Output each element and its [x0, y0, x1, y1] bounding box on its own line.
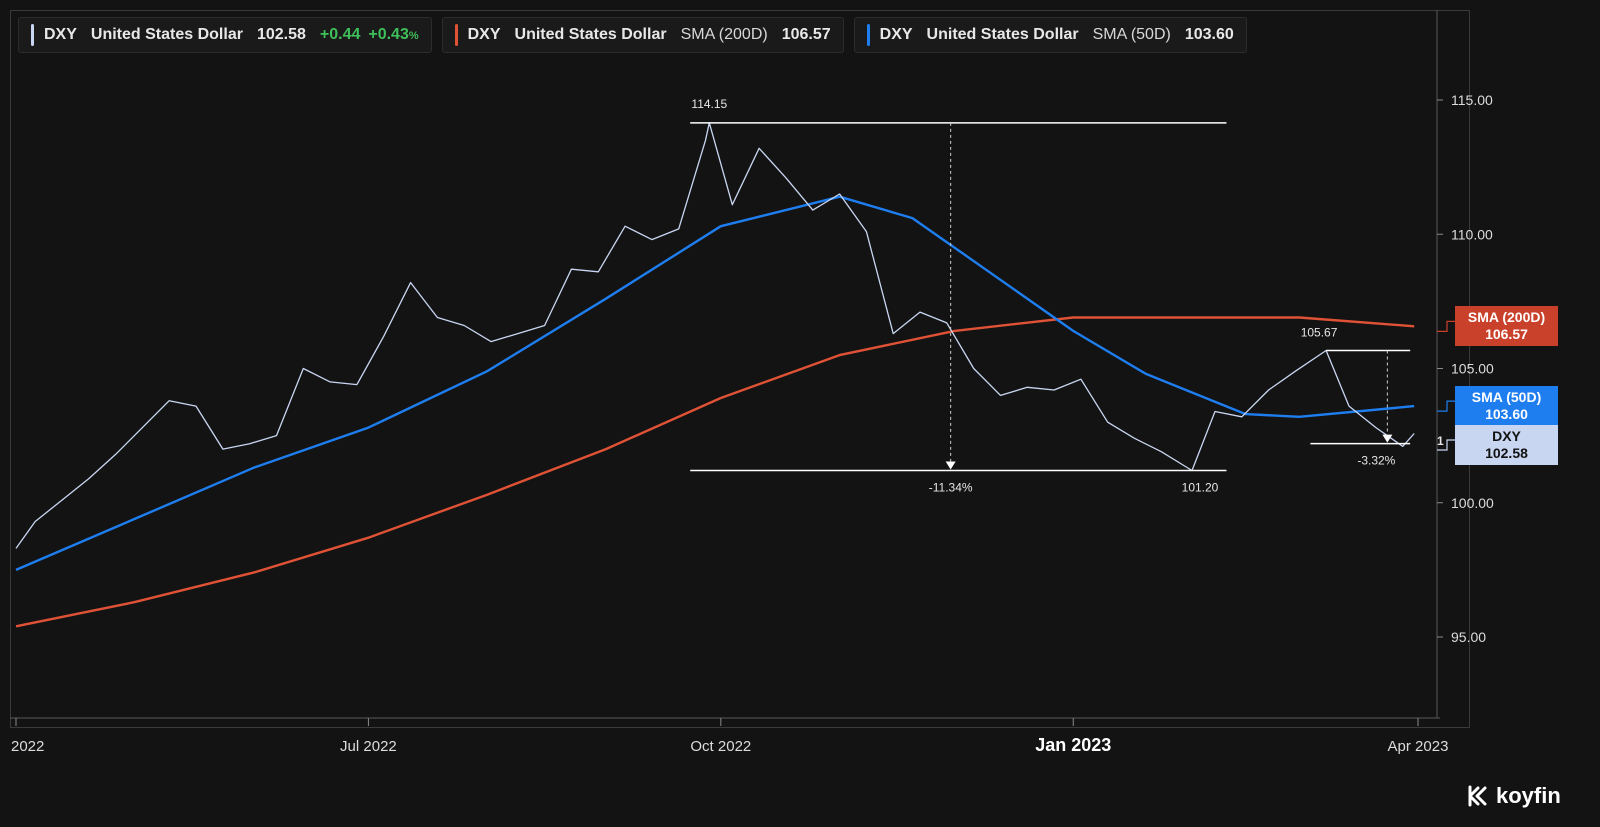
recent-drawdown-arrow [1382, 434, 1393, 443]
sma50-tag-value: 103.60 [1485, 406, 1528, 423]
legend-item-sma200[interactable]: DXY United States Dollar SMA (200D) 106.… [441, 17, 844, 53]
legend-name: United States Dollar [514, 26, 667, 43]
legend-value: 102.58 [256, 26, 306, 43]
x-axis-tick-label: Apr 2023 [1388, 738, 1449, 755]
koyfin-logo-text: koyfin [1496, 783, 1561, 808]
legend-value: 106.57 [781, 26, 831, 43]
legend-ticker: DXY [44, 26, 77, 43]
y-axis-tick-label: 115.00 [1451, 92, 1493, 108]
legend-indicator: SMA (200D) [680, 26, 768, 43]
legend-change: +0.44 [319, 26, 361, 43]
peak-value-label: 114.15 [691, 97, 727, 111]
legend-change-pct: +0.43% [368, 26, 418, 44]
koyfin-logo[interactable]: koyfin [1466, 783, 1561, 809]
recent-drawdown-pct-label: -3.32% [1357, 454, 1395, 468]
price-tag-connector [1437, 320, 1455, 332]
legend-change-pct-value: +0.43 [368, 26, 409, 43]
recent-peak-value-label: 105.67 [1301, 326, 1338, 340]
legend-item-sma50[interactable]: DXY United States Dollar SMA (50D) 103.6… [853, 17, 1247, 53]
trough-value-label: 101.20 [1182, 481, 1219, 495]
price-tag-connector [1437, 439, 1455, 451]
legend-item-dxy[interactable]: DXY United States Dollar 102.58 +0.44 +0… [18, 17, 432, 53]
legend-name: United States Dollar [926, 26, 1079, 43]
sma50-tag-label: SMA (50D) [1471, 389, 1542, 406]
legend-swatch-sma50 [866, 24, 870, 46]
y-axis-tick-label: 95.00 [1451, 629, 1486, 645]
y-axis-tick-label: 100.00 [1451, 495, 1494, 511]
sma200-tag-value: 106.57 [1485, 326, 1528, 343]
drawdown-pct-label: -11.34% [929, 481, 973, 495]
legend-value: 103.60 [1184, 26, 1234, 43]
sma50-price-tag: SMA (50D) 103.60 [1455, 386, 1558, 427]
legend-ticker: DXY [879, 26, 913, 43]
sma200-price-tag: SMA (200D) 106.57 [1455, 306, 1558, 347]
annotation-layer: 114.15 101.20 -11.34% 105.67 -3.32% [690, 97, 1411, 495]
x-axis-tick-label: Oct 2022 [690, 738, 751, 755]
series-line-sma-200d [15, 316, 1415, 628]
sma200-tag-label: SMA (200D) [1467, 309, 1546, 326]
legend-indicator: SMA (50D) [1092, 26, 1171, 43]
chart-frame [10, 10, 1470, 728]
legend-swatch-sma200 [454, 24, 458, 46]
dxy-price-tag: DXY 102.58 [1455, 425, 1558, 466]
legend-swatch-dxy [31, 24, 34, 46]
price-tag-connector [1437, 400, 1455, 412]
x-axis-tick-label: Jan 2023 [1035, 735, 1111, 755]
x-axis-tick-label: 2022 [11, 738, 44, 755]
dxy-tag-label: DXY [1492, 428, 1521, 445]
series-line-sma-50d [15, 195, 1415, 572]
legend-name: United States Dollar [90, 26, 243, 43]
y-axis-tick-label: 105.00 [1451, 361, 1494, 377]
koyfin-logo-icon [1468, 785, 1487, 807]
legend-bar: DXY United States Dollar 102.58 +0.44 +0… [18, 17, 1247, 53]
axis-layer: 95.00 100.00 105.00 110.00 115.00 2022 Jul 202… [10, 10, 1494, 755]
dxy-tag-value: 102.58 [1485, 445, 1528, 462]
legend-ticker: DXY [467, 26, 501, 43]
drawdown-arrow [945, 461, 956, 470]
series-layer [15, 122, 1415, 628]
clipped-price-label: 1 [1437, 434, 1444, 448]
legend-pct-unit: % [408, 30, 419, 42]
y-axis-tick-label: 110.00 [1451, 226, 1493, 242]
x-axis-tick-label: Jul 2022 [340, 738, 397, 755]
